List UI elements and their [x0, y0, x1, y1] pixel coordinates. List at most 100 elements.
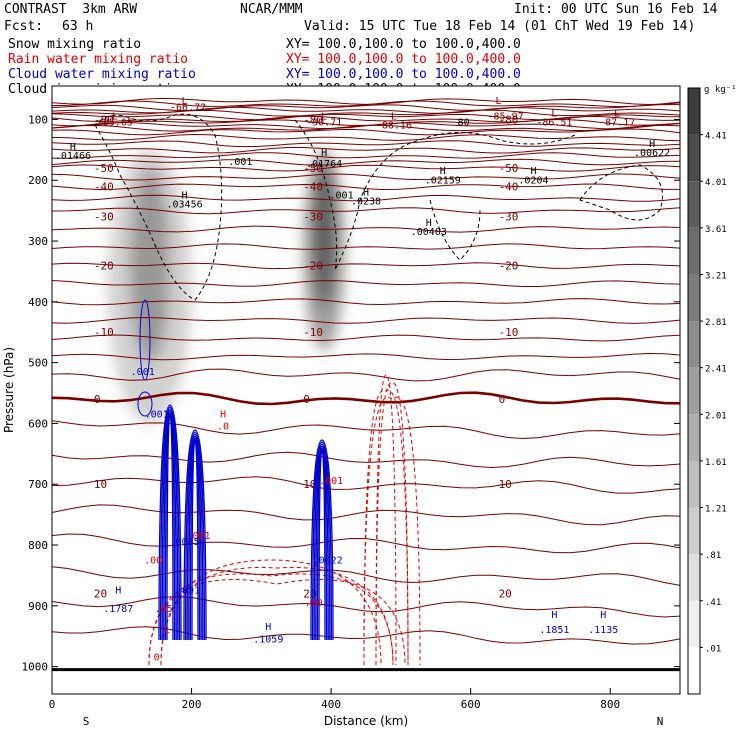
contour-annotation: -88.16 — [376, 121, 412, 132]
isotherm-label: -80 — [94, 113, 114, 126]
x-end-label-north: N — [657, 715, 664, 728]
forecast-hours: 63 h — [62, 19, 94, 34]
colorbar-unit: g kg⁻¹ — [704, 85, 737, 95]
isotherm-label: -10 — [303, 326, 323, 339]
colorbar-label: 3.21 — [705, 271, 727, 281]
isotherm-label: -30 — [499, 211, 519, 224]
field-xy-rain: XY= 100.0,100.0 to 100.0,400.0 — [286, 52, 521, 67]
isotherm-label: -40 — [499, 180, 519, 193]
cloud-water-contour — [137, 391, 153, 417]
contour-annotation: L — [614, 108, 620, 119]
isotherm-line — [51, 280, 681, 287]
x-tick-label: 800 — [600, 698, 620, 711]
isotherm-line — [51, 140, 681, 148]
contour-annotation: H — [70, 142, 76, 153]
contour-annotation: L — [164, 625, 170, 636]
cloud-water-contour — [310, 439, 334, 641]
cloud-water-contour — [315, 445, 329, 641]
colorbar-swatch — [688, 414, 700, 461]
isotherm-line — [51, 504, 681, 526]
y-tick-label: 900 — [28, 600, 48, 613]
contour-annotation: .001 — [228, 157, 252, 168]
cloud-water-contour — [158, 404, 182, 641]
cloud-water-contour — [164, 412, 176, 641]
contour-annotation: .0204 — [518, 175, 548, 186]
isotherm-line — [51, 566, 681, 586]
isotherm-label: -50 — [94, 162, 114, 175]
rain-contour — [148, 579, 406, 666]
isotherm-line — [51, 124, 681, 132]
isotherm-label: 0 — [499, 393, 506, 406]
ice-contour-west — [94, 113, 223, 301]
contour-annotation: .01764 — [306, 159, 342, 170]
isotherm-line — [51, 334, 681, 342]
contour-annotation: L — [551, 108, 557, 119]
cloud-water-contour — [159, 406, 181, 641]
contour-annotation: .01466 — [55, 151, 91, 162]
contour-annotation: L — [391, 111, 397, 122]
cloud-water-contour — [139, 299, 151, 381]
valid-time: Valid: 15 UTC Tue 18 Feb 14 (01 ChT Wed … — [304, 19, 696, 34]
isotherm-label: 20 — [94, 588, 107, 601]
contour-annotation: .00622 — [634, 148, 670, 159]
contour-annotation: .1059 — [253, 634, 283, 645]
colorbar-frame — [687, 87, 701, 695]
contour-annotation: .1135 — [588, 625, 618, 636]
contour-annotation: .00 — [144, 555, 162, 566]
ice-contour-east — [429, 164, 663, 261]
rain-contour — [160, 559, 382, 666]
colorbar-swatch — [688, 367, 700, 415]
y-tick-label: 1000 — [22, 661, 49, 674]
isotherm-line — [51, 115, 681, 123]
rain-contour — [160, 566, 394, 666]
contour-annotation: H — [321, 148, 327, 159]
isotherm-label: -80 — [303, 113, 323, 126]
isotherm-line — [51, 262, 681, 270]
isotherm-line — [51, 109, 681, 117]
isotherm-line — [51, 391, 681, 406]
field-xy-cloud-water: XY= 100.0,100.0 to 100.0,400.0 — [286, 67, 521, 82]
y-tick-label: 200 — [28, 174, 48, 187]
contour-annotation: .001 — [131, 367, 155, 378]
contour-annotation: 80 — [458, 118, 470, 129]
colorbar-swatch — [688, 227, 700, 275]
y-tick-label: 300 — [28, 235, 48, 248]
x-end-label-south: S — [83, 715, 90, 728]
cloud-water-contour — [184, 431, 206, 641]
contour-annotation: H — [182, 190, 188, 201]
isotherm-label: -50 — [499, 162, 519, 175]
isotherm-label: -40 — [303, 180, 323, 193]
isotherm-label: -20 — [499, 259, 519, 272]
isotherm-line — [51, 225, 681, 233]
cloud-water-contour — [313, 443, 331, 641]
isotherm-label: -30 — [303, 211, 323, 224]
isotherm-line — [51, 451, 681, 469]
isotherm-label: 0 — [94, 393, 101, 406]
contour-annotation: L — [182, 96, 188, 107]
contour-annotation: L — [112, 111, 118, 122]
contour-annotation: H — [115, 586, 121, 597]
colorbar-label: 4.01 — [705, 178, 727, 188]
contour-annotation: H — [363, 187, 369, 198]
snow-plume-core — [130, 170, 169, 362]
cloud-water-contour — [189, 437, 201, 641]
colorbar-label: 2.81 — [705, 318, 727, 328]
isotherm-label: -80 — [499, 113, 519, 126]
contour-annotation: .001 — [319, 476, 343, 487]
contour-annotation: .02159 — [425, 175, 461, 186]
isotherm-line — [51, 194, 681, 202]
contour-annotation: H — [265, 622, 271, 633]
contour-annotation: H — [551, 610, 557, 621]
contour-annotation: H — [220, 409, 226, 420]
rain-contour — [148, 573, 394, 666]
colorbar-swatch — [688, 507, 700, 555]
colorbar-label: 4.41 — [705, 132, 727, 142]
x-tick-label: 200 — [182, 698, 202, 711]
isotherm-label: -30 — [94, 211, 114, 224]
plot-frame — [51, 85, 681, 695]
isotherm-label: -10 — [94, 326, 114, 339]
isotherm-label: 10 — [94, 478, 107, 491]
isotherm-line — [51, 352, 681, 361]
field-label-cloud-water: Cloud water mixing ratio — [8, 67, 196, 82]
